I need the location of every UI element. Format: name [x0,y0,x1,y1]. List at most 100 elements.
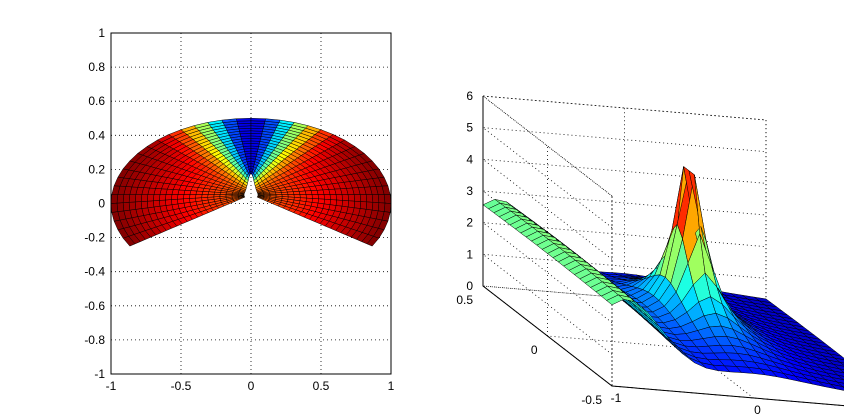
left-surface-cell [335,199,343,207]
right-surface-cell [829,383,844,391]
left-y-tick-label: 0.6 [88,94,105,108]
left-surface-cell [347,194,355,202]
left-surface-cell [383,194,392,204]
right-y-tick-label: -0.5 [581,393,602,407]
left-surface-cell [183,194,191,200]
left-surface-cell [165,194,173,201]
left-surface-cell [189,197,197,203]
left-surface-cell [323,194,331,200]
left-surface-cell [311,194,319,200]
right-y-tick-label: 0 [531,343,538,357]
left-surface-cell [171,194,179,200]
left-y-tick-label: -0.8 [84,333,105,347]
left-surface-cell [383,202,392,213]
left-surface-cell [147,194,155,202]
left-surface-cell [341,194,349,202]
right-z-tick-label: 5 [466,121,473,135]
left-surface-cell [335,194,343,201]
left-surface-cell [159,194,167,201]
left-surface-cell [159,199,167,207]
left-surface-cell [371,202,380,212]
left-x-tick-label: 0.5 [313,379,330,393]
right-surface-cell [827,366,844,374]
right-box-edge [482,95,613,197]
left-surface-cell [201,194,209,198]
right-z-tick-label: 0 [466,279,473,293]
right-z-tick-label: 2 [466,216,473,230]
left-surface-cell [110,202,119,213]
left-x-tick-label: -0.5 [171,379,192,393]
left-surface-cell [365,194,374,203]
left-surface-cell [147,200,155,209]
left-surface-cell [140,194,149,202]
right-axis-line [482,285,613,387]
left-surface [110,118,392,247]
right-y-tick-label: 0.5 [456,293,473,307]
left-y-tick-label: -0.2 [84,231,105,245]
left-surface-cell [134,201,143,210]
left-surface-cell [298,190,307,195]
left-x-ticks: -1 -0.5 0 0.5 1 [106,379,395,393]
left-x-tick-label: 1 [388,379,395,393]
left-surface-cell [219,194,227,197]
right-z-gridline [481,127,767,228]
left-surface-cell [365,201,374,211]
right-surface-cell [829,353,844,360]
left-surface-cell [153,194,161,202]
left-surface-cell [122,194,131,203]
left-y-tick-label: -0.6 [84,299,105,313]
left-surface-cell [213,194,221,198]
right-z-tick-label: 3 [466,184,473,198]
left-surface-cell [116,202,125,212]
left-axes-frame [110,32,392,375]
right-x-tick-label: 0 [754,403,761,417]
left-surface-cell [116,194,125,204]
left-surface-cell [153,200,161,208]
right-surface-cell [830,376,844,384]
right-surface-cell [838,368,844,374]
left-surface-cell [292,191,301,195]
left-surface-cell [341,200,349,208]
left-surface-cell [110,194,119,204]
left-surface-cell [189,194,197,199]
left-surface-cell [183,198,191,204]
left-surface-cell [329,194,337,201]
right-surface-cell [828,359,844,367]
right-z-gridline [481,95,767,197]
left-surface-cell [371,194,380,203]
left-surface-cell [317,194,325,200]
left-y-tick-label: 0.2 [88,162,105,176]
left-y-tick-label: -1 [94,367,105,381]
right-axis-line [611,385,844,407]
right-x-tick-label: -1 [611,391,622,405]
left-surface-cell [195,194,203,199]
left-surface-cell [353,200,362,209]
right-z-gridline [481,190,767,292]
left-y-tick-label: 0 [98,197,105,211]
left-y-tick-label: 0.4 [88,128,105,142]
left-surface-cell [128,201,137,211]
left-y-tick-label: -0.4 [84,265,105,279]
left-surface-cell [275,192,283,195]
right-surface [482,165,844,391]
left-surface-cell [287,191,295,195]
left-surface-cell [347,200,355,209]
right-surface-cell [831,370,844,377]
right-z-tick-label: 6 [466,89,473,103]
left-x-tick-label: 0 [248,379,255,393]
left-surface-cell [177,198,185,205]
left-surface-cell [122,202,131,212]
left-axes: -1 -0.5 0 0.5 1 1 0.8 0.6 0.4 0.2 0 -0.2 -0.4 -0.6 -0… [84,26,394,393]
left-surface-cell [236,118,252,122]
left-y-ticks: 1 0.8 0.6 0.4 0.2 0 -0.2 -0.4 -0.6 -0.8 -1 [84,26,105,381]
right-surface-cell [833,364,844,370]
left-y-tick-label: 0.8 [88,60,105,74]
left-surface-cell [359,194,368,203]
left-surface-cell [366,236,380,247]
left-surface-cell [377,202,386,212]
left-surface-cell [171,198,179,205]
left-y-tick-label: 1 [98,26,105,40]
